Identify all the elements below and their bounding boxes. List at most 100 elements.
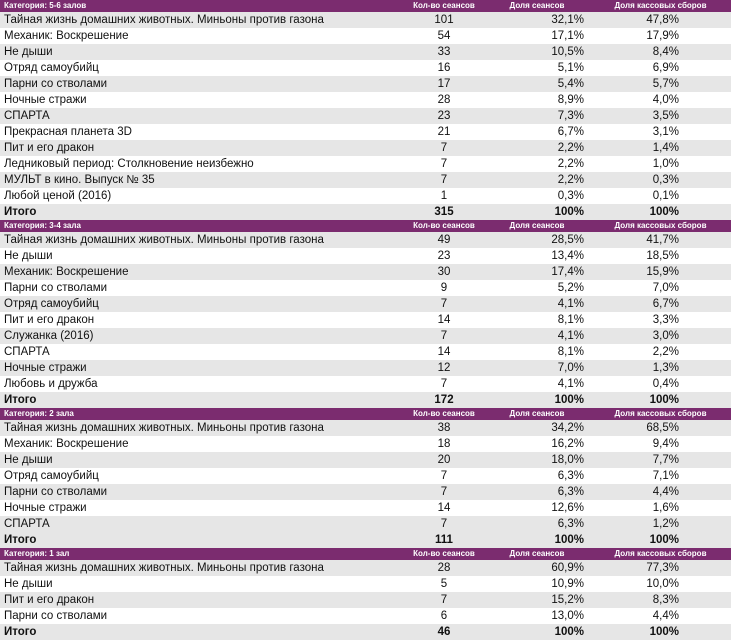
session-count: 315: [404, 204, 484, 220]
column-header: Доля сеансов: [484, 0, 590, 12]
session-count: 49: [404, 232, 484, 248]
box-office-share: 1,4%: [590, 140, 731, 156]
film-title: Ночные стражи: [4, 502, 87, 514]
session-share: 4,1%: [557, 378, 584, 390]
session-count: 7: [440, 470, 448, 482]
film-title: Пит и его дракон: [0, 140, 404, 156]
session-count: 111: [404, 532, 484, 548]
data-row: Любовь и дружба 7 4,1% 0,4%: [0, 376, 731, 392]
film-title: СПАРТА: [0, 516, 404, 532]
session-share: 6,3%: [484, 516, 590, 532]
box-office-share: 0,4%: [652, 378, 679, 390]
column-header: Доля кассовых сборов: [590, 408, 731, 420]
box-office-share: 6,7%: [590, 296, 731, 312]
box-office-share: 47,8%: [590, 12, 731, 28]
session-count: 6: [440, 610, 448, 622]
session-count: 28: [404, 560, 484, 576]
film-title: СПАРТА: [4, 346, 50, 358]
film-title: Пит и его дракон: [4, 314, 95, 326]
box-office-share: 2,2%: [652, 346, 679, 358]
session-share: 17,4%: [484, 264, 590, 280]
film-title: МУЛЬТ в кино. Выпуск № 35: [0, 172, 404, 188]
box-office-share: 8,4%: [590, 44, 731, 60]
data-row: Не дыши 23 13,4% 18,5%: [0, 248, 731, 264]
film-title: Парни со стволами: [4, 610, 108, 622]
session-share: 60,9%: [484, 560, 590, 576]
session-count: 33: [404, 44, 484, 60]
session-count: 7: [404, 296, 484, 312]
film-title: Отряд самоубийц: [4, 62, 99, 74]
box-office-share: 5,7%: [590, 76, 731, 92]
category-header: Категория: 2 зала Кол-во сеансов Доля сеан…: [0, 408, 731, 420]
session-count: 54: [437, 30, 451, 42]
data-row: Не дыши 33 10,5% 8,4%: [0, 44, 731, 60]
total-row: Итого 315 100% 100%: [0, 204, 731, 220]
box-office-share: 7,1%: [652, 470, 679, 482]
data-row: Пит и его дракон 7 15,2% 8,3%: [0, 592, 731, 608]
data-row: Парни со стволами 9 5,2% 7,0%: [0, 280, 731, 296]
total-label: Итого: [0, 532, 404, 548]
box-office-share: 17,9%: [646, 30, 679, 42]
film-title: Отряд самоубийц: [4, 470, 99, 482]
session-share: 32,1%: [484, 12, 590, 28]
session-count: 7: [404, 172, 484, 188]
film-title: Ночные стражи: [0, 360, 404, 376]
box-office-share: 1,2%: [590, 516, 731, 532]
box-office-share: 3,3%: [652, 314, 679, 326]
session-count: 38: [404, 420, 484, 436]
session-share: 4,1%: [484, 296, 590, 312]
film-title: Парни со стволами: [0, 76, 404, 92]
session-share: 12,6%: [551, 502, 584, 514]
box-office-share: 68,5%: [590, 420, 731, 436]
data-row: Механик: Воскрешение 54 17,1% 17,9%: [0, 28, 731, 44]
session-count: 1: [440, 190, 448, 202]
data-row: Ночные стражи 14 12,6% 1,6%: [0, 500, 731, 516]
film-title: Ночные стражи: [4, 94, 87, 106]
data-row: Механик: Воскрешение 18 16,2% 9,4%: [0, 436, 731, 452]
session-share: 0,3%: [557, 190, 584, 202]
box-office-share: 1,3%: [590, 360, 731, 376]
film-title: Тайная жизнь домашних животных. Миньоны …: [0, 560, 404, 576]
session-share: 8,1%: [557, 314, 584, 326]
category-header: Категория: 3-4 зала Кол-во сеансов Доля се…: [0, 220, 731, 232]
session-count: 18: [437, 438, 451, 450]
data-row: Тайная жизнь домашних животных. Миньоны …: [0, 560, 731, 576]
category-label: Категория: 2 зала: [0, 408, 404, 420]
session-count: 7: [404, 484, 484, 500]
box-office-share: 10,0%: [646, 578, 679, 590]
session-count: 46: [404, 624, 484, 640]
box-office-share: 15,9%: [590, 264, 731, 280]
total-label: Итого: [0, 204, 404, 220]
box-office-share: 3,0%: [590, 328, 731, 344]
session-count: 16: [437, 62, 451, 74]
session-share: 8,1%: [557, 346, 584, 358]
film-title: Любой ценой (2016): [4, 190, 112, 202]
column-header: Кол-во сеансов: [404, 408, 484, 420]
data-row: МУЛЬТ в кино. Выпуск № 35 7 2,2% 0,3%: [0, 172, 731, 188]
session-count: 7: [440, 378, 448, 390]
film-title: Любовь и дружба: [4, 378, 98, 390]
film-title: Не дыши: [0, 44, 404, 60]
box-office-share: 100%: [590, 532, 731, 548]
box-office-share: 3,1%: [652, 126, 679, 138]
session-share: 100%: [484, 392, 590, 408]
session-count: 101: [404, 12, 484, 28]
session-share: 7,3%: [484, 108, 590, 124]
box-office-share: 100%: [590, 204, 731, 220]
film-title: Не дыши: [4, 250, 53, 262]
session-share: 100%: [484, 624, 590, 640]
box-office-share: 3,5%: [590, 108, 731, 124]
session-share: 6,3%: [557, 470, 584, 482]
data-row: Ночные стражи 28 8,9% 4,0%: [0, 92, 731, 108]
data-row: Отряд самоубийц 16 5,1% 6,9%: [0, 60, 731, 76]
session-count: 21: [437, 126, 451, 138]
data-row: Механик: Воскрешение 30 17,4% 15,9%: [0, 264, 731, 280]
category-label: Категория: 1 зал: [0, 548, 404, 560]
data-row: Не дыши 5 10,9% 10,0%: [0, 576, 731, 592]
session-share: 6,3%: [484, 484, 590, 500]
film-title: Парни со стволами: [0, 484, 404, 500]
column-header: Доля кассовых сборов: [590, 220, 731, 232]
data-row: Прекрасная планета 3D 21 6,7% 3,1%: [0, 124, 731, 140]
session-count: 30: [404, 264, 484, 280]
